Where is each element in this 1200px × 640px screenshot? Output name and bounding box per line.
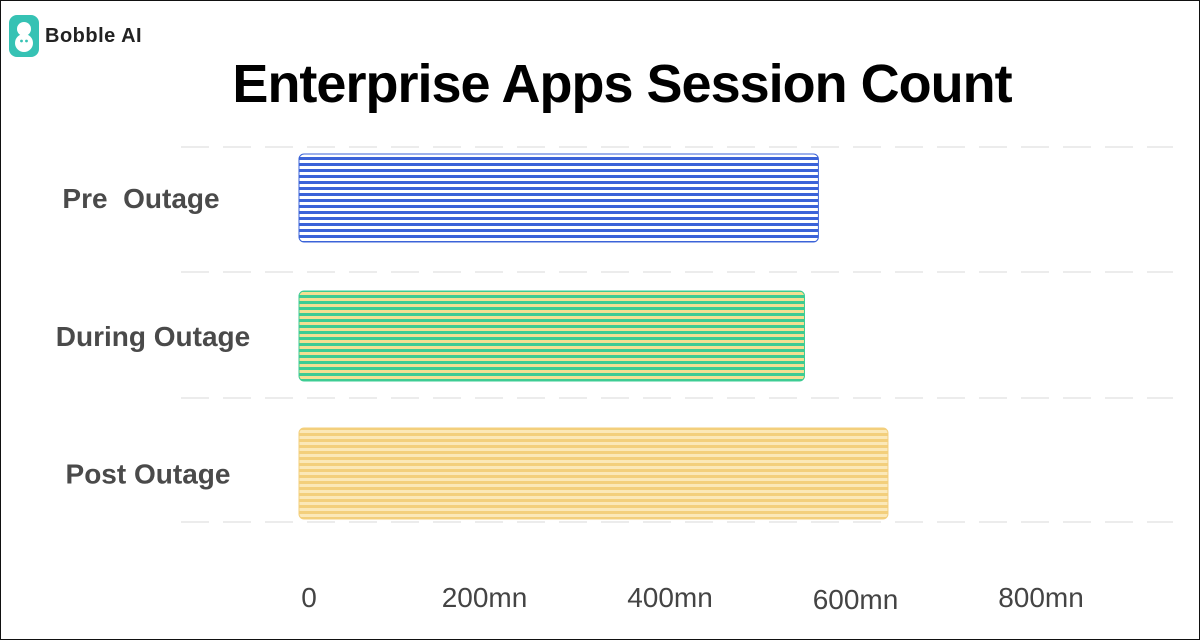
x-tick-label: 800mn bbox=[998, 582, 1084, 613]
chart-title: Enterprise Apps Session Count bbox=[232, 54, 1012, 114]
category-labels: Pre Outage During Outage Post Outage bbox=[56, 183, 250, 490]
bar-1 bbox=[298, 153, 819, 243]
bars bbox=[298, 153, 889, 520]
x-tick-label: 400mn bbox=[627, 582, 713, 613]
bar-2 bbox=[298, 290, 805, 382]
x-tick-label: 600mn bbox=[813, 584, 899, 615]
x-axis-ticks: 0 200mn 400mn 600mn 800mn bbox=[301, 582, 1084, 615]
x-tick-label: 200mn bbox=[442, 582, 528, 613]
category-label: Pre Outage bbox=[62, 183, 219, 214]
bar-3 bbox=[298, 427, 889, 520]
x-tick-label: 0 bbox=[301, 582, 317, 613]
brand: Bobble AI bbox=[9, 15, 142, 57]
category-label: Post Outage bbox=[66, 459, 231, 490]
brand-name: Bobble AI bbox=[45, 24, 143, 47]
bobble-logo-icon bbox=[9, 15, 39, 57]
category-label: During Outage bbox=[56, 321, 250, 352]
